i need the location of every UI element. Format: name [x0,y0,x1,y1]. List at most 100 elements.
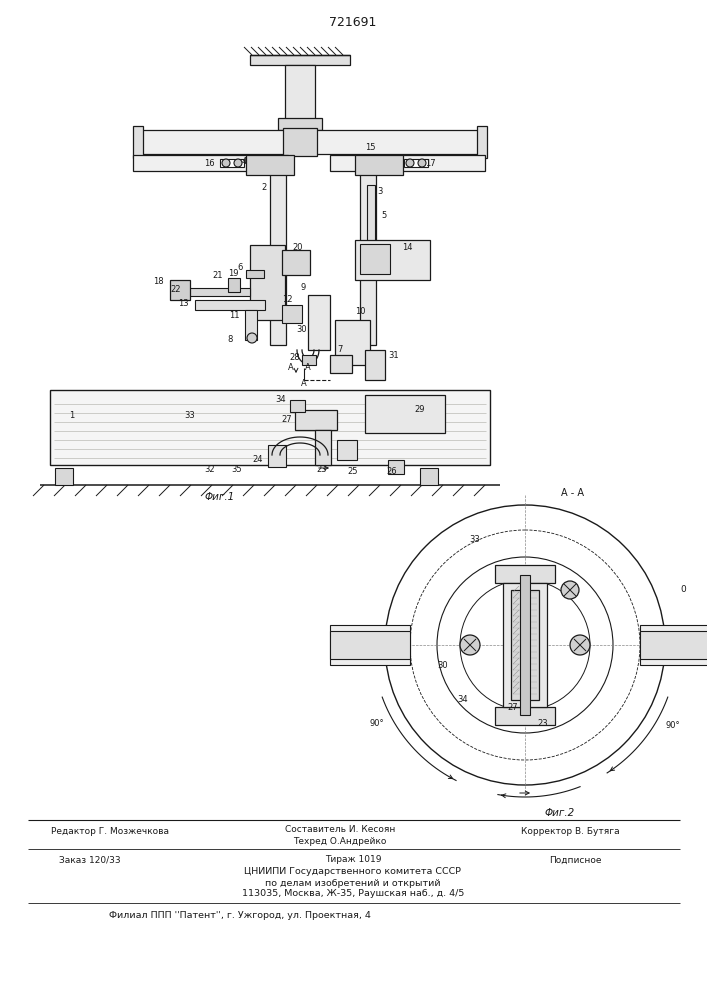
Bar [335,320,370,365]
Bar [308,295,330,350]
Text: по делам изобретений и открытий: по делам изобретений и открытий [265,879,440,888]
Bar [268,445,286,467]
Bar [246,155,294,175]
Text: 16: 16 [204,158,214,167]
Bar [50,390,490,465]
Bar [365,395,445,433]
Text: Φиг.1: Φиг.1 [205,492,235,502]
Text: 27: 27 [508,702,518,712]
Text: 5: 5 [381,211,387,220]
Text: 7: 7 [337,346,343,355]
Text: 23: 23 [538,718,549,728]
Text: 0: 0 [680,585,686,594]
Bar [133,126,143,158]
Bar [195,300,265,310]
Text: 20: 20 [293,243,303,252]
Bar [270,170,286,345]
Text: 34: 34 [276,395,286,404]
Text: 17: 17 [425,158,436,167]
Text: 10: 10 [355,308,366,316]
Text: Подписное: Подписное [549,856,601,864]
Bar [495,707,555,725]
Circle shape [460,635,480,655]
Text: ЦНИИПИ Государственного комитета СССР: ЦНИИПИ Государственного комитета СССР [245,867,462,876]
Text: 2: 2 [262,182,267,192]
Bar [330,631,410,659]
Bar [503,583,547,707]
Bar [290,400,305,412]
Text: Корректор В. Бутяга: Корректор В. Бутяга [520,828,619,836]
Bar [355,155,403,175]
Text: 9: 9 [300,282,305,292]
Text: 27: 27 [281,416,292,424]
Bar [640,631,707,659]
Bar [337,440,357,460]
Bar [285,65,315,120]
Text: 31: 31 [389,351,399,360]
Bar [360,244,390,274]
Bar [495,565,555,583]
Text: 21: 21 [213,271,223,280]
Bar [420,468,438,485]
Text: 11: 11 [229,310,239,320]
Text: 26: 26 [387,468,397,477]
Bar [302,355,316,365]
Text: Филиал ППП ''Патент'', г. Ужгород, ул. Проектная, 4: Филиал ППП ''Патент'', г. Ужгород, ул. П… [109,910,371,920]
Bar [365,350,385,380]
Circle shape [418,159,426,167]
Text: 13: 13 [177,298,188,308]
Text: А: А [288,362,294,371]
Bar [140,130,480,154]
Bar [250,55,350,65]
Bar [283,128,317,156]
Text: А: А [305,362,311,371]
Text: Составитель И. Кесоян: Составитель И. Кесоян [285,824,395,834]
Circle shape [222,159,230,167]
Text: Тираж 1019: Тираж 1019 [325,856,381,864]
Bar [185,288,250,296]
Bar [282,250,310,275]
Bar [220,159,244,167]
Bar [250,245,285,320]
Text: 25: 25 [348,468,358,477]
Text: 35: 35 [232,466,243,475]
Circle shape [570,635,590,655]
Bar [315,430,331,465]
Text: Заказ 120/33: Заказ 120/33 [59,856,121,864]
Bar [330,625,410,665]
Bar [170,280,190,300]
Text: Редактор Г. Мозжечкова: Редактор Г. Мозжечкова [51,828,169,836]
Text: 19: 19 [228,269,238,278]
Text: А: А [301,379,307,388]
Text: 90°: 90° [370,718,385,728]
Text: 4: 4 [241,157,247,166]
Bar [330,355,352,373]
Text: 32: 32 [205,466,216,475]
Text: 33: 33 [185,410,195,420]
Text: 24: 24 [252,456,263,464]
Text: 6: 6 [238,263,243,272]
Bar [245,310,257,340]
Text: 23: 23 [317,466,327,475]
Bar [278,118,322,130]
Text: 33: 33 [469,536,480,544]
Bar [404,159,428,167]
Bar [330,155,485,171]
Text: 15: 15 [365,143,375,152]
Bar [511,590,539,700]
Bar [246,270,264,278]
Text: 22: 22 [171,286,181,294]
Bar [355,240,430,280]
Bar [520,575,530,715]
Text: 3: 3 [378,188,382,196]
Text: Φиг.2: Φиг.2 [545,808,575,818]
Circle shape [234,159,242,167]
Text: 30: 30 [297,326,308,334]
Text: 29: 29 [415,406,425,414]
Text: 1: 1 [69,410,75,420]
Bar [282,305,302,323]
Text: 14: 14 [402,243,412,252]
Text: 8: 8 [228,336,233,344]
Bar [133,155,288,171]
Circle shape [406,159,414,167]
